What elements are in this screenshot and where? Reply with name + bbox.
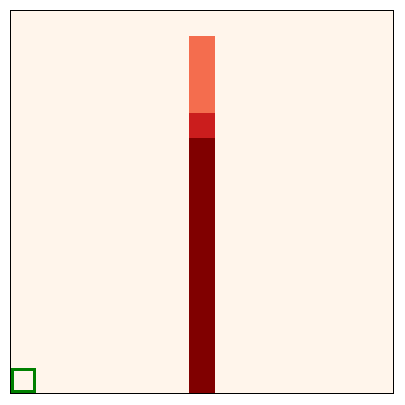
heat-cell [189, 61, 215, 88]
heat-cell [189, 367, 215, 393]
heat-cell [189, 87, 215, 113]
heat-cell [189, 316, 215, 343]
heat-cell [189, 240, 215, 266]
heat-cell [189, 342, 215, 368]
heat-cell [189, 291, 215, 317]
heat-cell [189, 265, 215, 292]
heat-cell [189, 163, 215, 190]
heat-cell [189, 36, 215, 62]
heat-cell [189, 138, 215, 164]
agent-marker [11, 367, 37, 393]
heat-cell [189, 189, 215, 215]
game-board [10, 10, 394, 394]
heat-cell [189, 214, 215, 241]
heat-cell [189, 112, 215, 139]
